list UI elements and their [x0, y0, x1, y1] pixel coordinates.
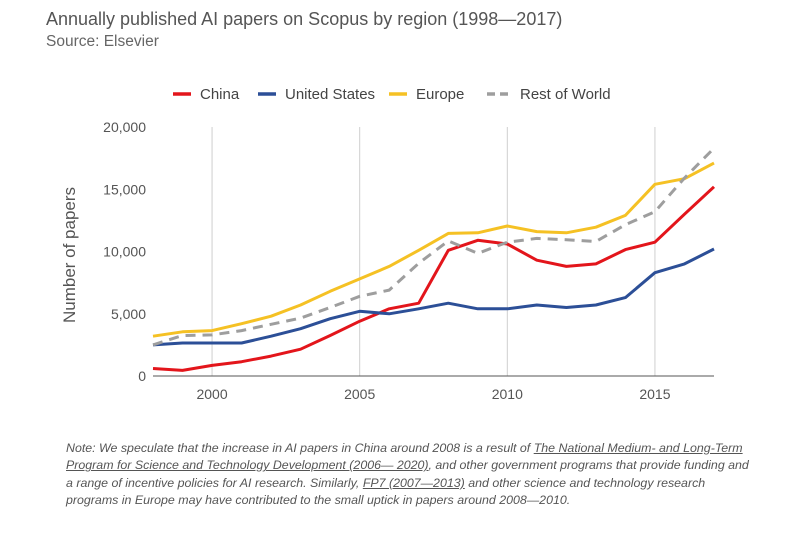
- legend-label-europe: Europe: [416, 86, 464, 103]
- x-tick-labels: 2000 2005 2010 2015: [196, 386, 670, 402]
- y-tick-label-0: 0: [138, 368, 146, 384]
- footnote: Note: We speculate that the increase in …: [66, 440, 756, 510]
- x-tick-label-2010: 2010: [492, 386, 523, 402]
- grid-lines: [211, 127, 656, 376]
- chart-title: Annually published AI papers on Scopus b…: [46, 9, 563, 29]
- y-tick-label-10,000: 10,000: [103, 244, 146, 260]
- legend-label-united-states: United States: [285, 86, 375, 103]
- y-tick-label-15,000: 15,000: [103, 181, 146, 197]
- line-chart: 0 5,000 10,000 15,000 20,000 2000 2005 2010 201…: [60, 86, 716, 402]
- y-tick-label-5,000: 5,000: [111, 306, 146, 322]
- legend-label-rest-of-world: Rest of World: [520, 86, 611, 103]
- series-lines: [152, 147, 716, 372]
- series-line-united-states: [152, 247, 715, 347]
- x-tick-label-2005: 2005: [344, 386, 375, 402]
- x-tick-label-2015: 2015: [639, 386, 670, 402]
- legend: China United States Europe Rest of World: [173, 86, 611, 103]
- series-line-rest-of-world: [152, 147, 716, 347]
- note-text-1: Note: We speculate that the increase in …: [66, 441, 534, 455]
- series-line-china: [152, 185, 716, 372]
- note-text-2: , and other government programs that pro…: [66, 458, 749, 490]
- note-link-program[interactable]: The National Medium- and Long-Term Progr…: [66, 441, 743, 473]
- note-link-fp7[interactable]: FP7 (2007—2013): [362, 475, 465, 490]
- y-tick-labels: 0 5,000 10,000 15,000 20,000: [103, 119, 146, 384]
- y-axis-label: Number of papers: [60, 187, 79, 323]
- x-tick-label-2000: 2000: [196, 386, 227, 402]
- series-line-europe: [152, 161, 715, 338]
- y-tick-label-20,000: 20,000: [103, 119, 146, 135]
- note-text-3: and other science and technology researc…: [66, 475, 706, 508]
- chart-subtitle: Source: Elsevier: [46, 33, 159, 50]
- legend-label-china: China: [200, 86, 240, 103]
